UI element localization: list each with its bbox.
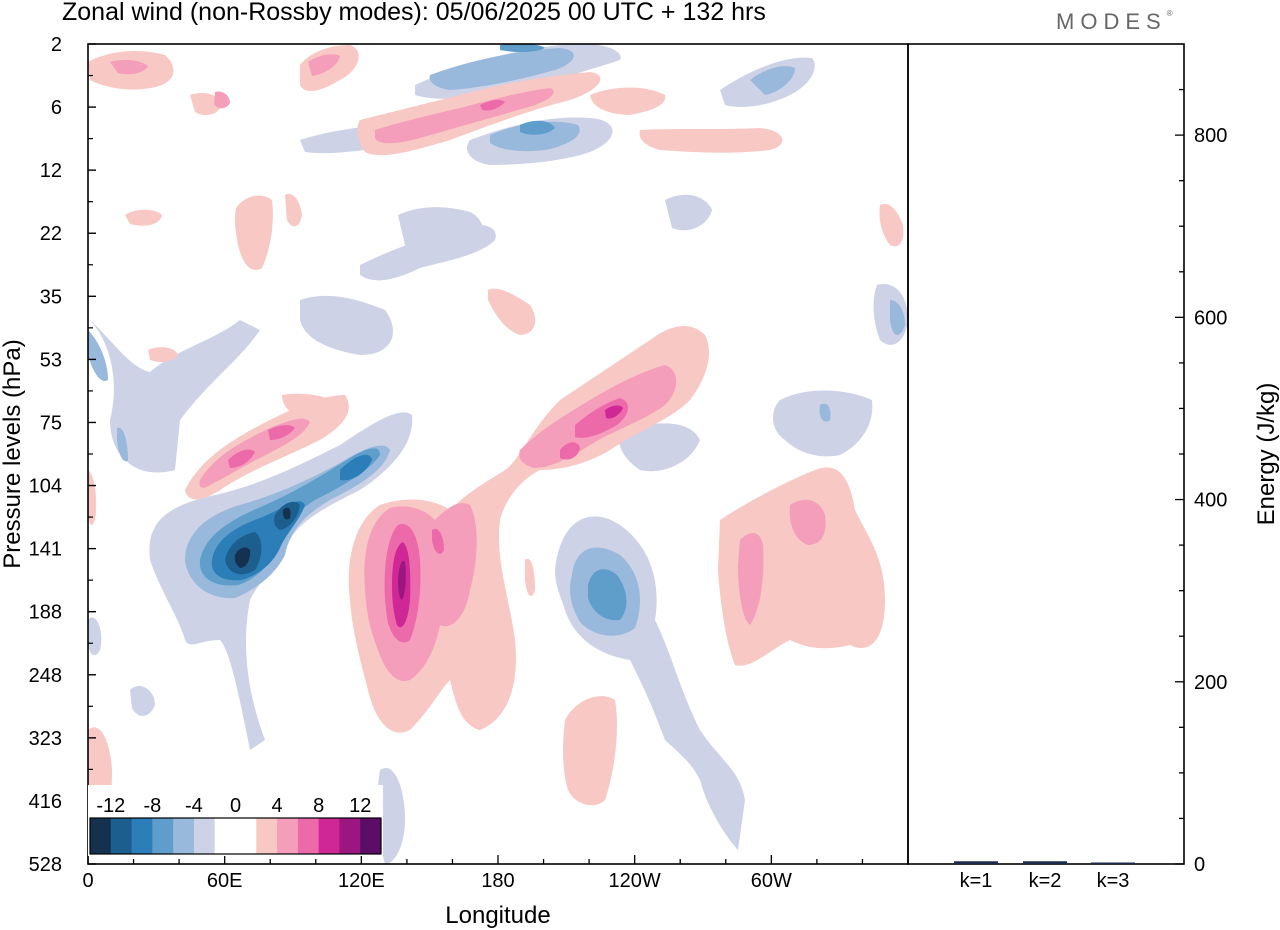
- y-tick-label: 22: [40, 223, 62, 245]
- colorbar-swatch: [90, 818, 112, 854]
- colorbar-label: -12: [96, 795, 125, 817]
- energy-tick-label: 0: [1194, 854, 1205, 876]
- x-tick-label: 0: [82, 870, 93, 892]
- energy-tick-label: 400: [1194, 490, 1227, 512]
- x-tick-label: 60W: [751, 870, 792, 892]
- colorbar-swatch: [110, 818, 133, 854]
- colorbar-frame: [89, 817, 382, 855]
- energy-tick-label: 800: [1194, 125, 1227, 147]
- energy-tick-label: 600: [1194, 307, 1227, 329]
- y-tick-label: 188: [29, 602, 62, 624]
- y-tick-label: 528: [29, 854, 62, 876]
- x-axis-longitude: 0 60E 120E 180 120W 60W: [82, 855, 909, 892]
- y-tick-label: 323: [29, 728, 62, 750]
- colorbar-swatch: [193, 818, 216, 854]
- contour-band-neg-12: [234, 507, 291, 568]
- modes-logo: MODES®: [1056, 9, 1173, 34]
- colorbar-swatch: [173, 818, 195, 854]
- colorbar-label: 4: [272, 795, 283, 817]
- y-tick-label: 53: [40, 349, 62, 371]
- colorbar-swatch: [318, 818, 340, 854]
- colorbar-swatch: [214, 818, 236, 854]
- y-axis-pressure: 2 6 12 22 35 53 75 104 141 188 248 323 416 528: [29, 34, 96, 876]
- energy-bar: [1091, 862, 1135, 864]
- colorbar-label: -8: [143, 795, 161, 817]
- y-axis-energy: 0 200 400 600 800: [1175, 88, 1227, 876]
- colorbar-swatch: [277, 818, 299, 854]
- colorbar-swatch: [297, 818, 320, 854]
- colorbar-swatch: [360, 818, 382, 854]
- y-tick-label: 248: [29, 665, 62, 687]
- energy-bar: [954, 861, 998, 864]
- x-tick-label: 120W: [609, 870, 661, 892]
- energy-category-label: k=3: [1097, 870, 1130, 892]
- y-tick-label: 6: [51, 97, 62, 119]
- y-tick-label: 141: [29, 539, 62, 561]
- energy-category-label: k=2: [1029, 870, 1062, 892]
- x-tick-label: 120E: [338, 870, 385, 892]
- colorbar-swatch: [339, 818, 361, 854]
- hovmoller-panel: [88, 44, 908, 864]
- colorbar: -12 -8 -4 0 4 8 12: [88, 785, 383, 856]
- energy-bar: [1023, 861, 1067, 864]
- y-tick-label: 35: [40, 286, 62, 308]
- energy-bars: k=1 k=2 k=3: [954, 861, 1135, 892]
- colorbar-swatch: [131, 818, 153, 854]
- energy-category-label: k=1: [960, 870, 993, 892]
- colorbar-swatch: [235, 818, 257, 854]
- colorbar-label: 0: [230, 795, 241, 817]
- energy-frame: [907, 43, 1185, 865]
- x-axis-title: Longitude: [445, 902, 550, 929]
- energy-axis-title: Energy (J/kg): [1253, 383, 1280, 526]
- x-tick-label: 180: [481, 870, 514, 892]
- y-tick-label: 2: [51, 34, 62, 56]
- y-tick-label: 12: [40, 160, 62, 182]
- x-tick-label: 60E: [207, 870, 243, 892]
- y-tick-label: 104: [29, 476, 62, 498]
- y-axis-title: Pressure levels (hPa): [0, 339, 26, 568]
- y-tick-label: 416: [29, 791, 62, 813]
- colorbar-swatch: [256, 818, 278, 854]
- colorbar-label: -4: [185, 795, 203, 817]
- energy-tick-label: 200: [1194, 672, 1227, 694]
- chart-title: Zonal wind (non-Rossby modes): 05/06/202…: [62, 0, 766, 26]
- y-tick-label: 75: [40, 412, 62, 434]
- colorbar-label: 12: [349, 795, 371, 817]
- contour-band-pos-10: [398, 560, 406, 600]
- colorbar-label: 8: [313, 795, 324, 817]
- colorbar-swatch: [152, 818, 174, 854]
